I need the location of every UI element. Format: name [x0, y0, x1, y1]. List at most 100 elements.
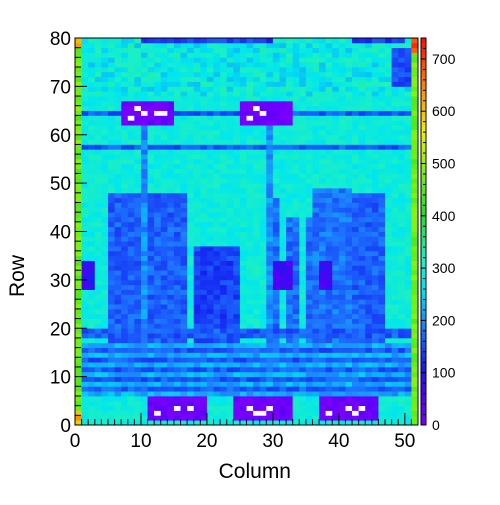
heatmap-cell — [213, 86, 221, 92]
heatmap-cell — [147, 255, 155, 261]
heatmap-cell — [305, 381, 313, 387]
heatmap-cell — [193, 154, 201, 160]
heatmap-cell — [246, 57, 254, 63]
heatmap-cell — [266, 100, 274, 107]
heatmap-cell — [94, 57, 102, 63]
heatmap-cell — [167, 149, 175, 155]
heatmap-cell — [173, 241, 181, 247]
heatmap-cell — [94, 299, 102, 305]
heatmap-cell — [272, 134, 280, 140]
heatmap-cell — [154, 231, 162, 237]
heatmap-cell — [180, 154, 188, 160]
heatmap-cell — [253, 265, 261, 271]
heatmap-cell — [259, 192, 267, 199]
heatmap-cell — [345, 395, 353, 402]
heatmap-cell — [391, 304, 399, 310]
heatmap-cell — [180, 100, 188, 107]
heatmap-cell — [404, 158, 412, 165]
heatmap-cell — [391, 323, 399, 329]
heatmap-cell — [94, 275, 102, 281]
heatmap-cell — [81, 376, 89, 382]
heatmap-cell — [272, 376, 280, 382]
heatmap-cell — [75, 110, 82, 116]
heatmap-cell — [378, 100, 386, 107]
heatmap-cell — [272, 362, 280, 368]
heatmap-cell — [312, 304, 320, 310]
heatmap-cell — [160, 265, 168, 271]
heatmap-cell — [173, 376, 181, 382]
heatmap-cell — [352, 395, 360, 402]
heatmap-cell — [365, 420, 373, 426]
heatmap-cell — [371, 342, 379, 348]
heatmap-cell — [292, 362, 300, 368]
heatmap-cell — [213, 236, 221, 242]
heatmap-cell — [319, 357, 327, 363]
heatmap-cell — [385, 308, 393, 315]
heatmap-cell — [299, 197, 307, 203]
heatmap-cell — [154, 100, 162, 107]
heatmap-cell — [121, 125, 129, 131]
heatmap-cell — [226, 110, 234, 116]
heatmap-cell — [292, 231, 300, 237]
heatmap-cell — [154, 362, 162, 368]
heatmap-cell — [206, 158, 214, 165]
heatmap-cell — [220, 100, 228, 107]
heatmap-cell — [365, 216, 373, 223]
heatmap-cell — [187, 67, 195, 73]
heatmap-cell — [365, 120, 373, 126]
heatmap-cell — [246, 386, 254, 392]
heatmap-cell — [167, 410, 175, 416]
heatmap-cell — [378, 47, 386, 53]
heatmap-cell — [114, 333, 122, 339]
heatmap-cell — [319, 226, 327, 232]
heatmap-cell — [154, 96, 162, 102]
heatmap-cell — [81, 294, 89, 300]
heatmap-cell — [114, 144, 122, 150]
heatmap-cell — [226, 420, 234, 426]
heatmap-cell — [391, 299, 399, 305]
heatmap-cell — [312, 265, 320, 271]
heatmap-cell — [352, 265, 360, 271]
heatmap-cell — [266, 207, 274, 213]
heatmap-cell — [127, 154, 135, 160]
heatmap-cell — [193, 284, 201, 290]
heatmap-cell — [312, 226, 320, 232]
heatmap-cell — [371, 347, 379, 353]
heatmap-cell — [266, 333, 274, 339]
heatmap-cell — [312, 308, 320, 315]
heatmap-cell — [253, 187, 261, 194]
heatmap-cell — [279, 371, 287, 378]
heatmap-cell — [101, 42, 109, 49]
heatmap-cell — [279, 246, 287, 252]
heatmap-cell — [411, 342, 419, 348]
heatmap-cell — [193, 255, 201, 261]
y-tick-label: 0 — [60, 416, 71, 437]
heatmap-cell — [259, 352, 267, 358]
heatmap-cell — [332, 342, 340, 348]
heatmap-cell — [319, 318, 327, 324]
heatmap-cell — [299, 158, 307, 165]
heatmap-cell — [292, 313, 300, 319]
heatmap-cell — [385, 139, 393, 145]
heatmap-cell — [154, 420, 162, 426]
heatmap-cell — [154, 216, 162, 223]
heatmap-cell — [259, 216, 267, 223]
heatmap-cell — [200, 410, 208, 416]
heatmap-cell — [180, 275, 188, 281]
heatmap-cell — [332, 47, 340, 53]
heatmap-cell — [226, 250, 234, 257]
heatmap-cell — [325, 415, 333, 421]
heatmap-cell — [325, 357, 333, 363]
heatmap-cell — [213, 289, 221, 295]
heatmap-cell — [404, 250, 412, 257]
heatmap-cell — [286, 308, 294, 315]
heatmap-cell — [101, 139, 109, 145]
heatmap-cell — [193, 187, 201, 194]
heatmap-cell — [371, 415, 379, 421]
heatmap-cell — [385, 260, 393, 266]
heatmap-cell — [332, 294, 340, 300]
heatmap-cell — [253, 371, 261, 378]
heatmap-cell — [88, 279, 96, 286]
heatmap-cell — [345, 250, 353, 257]
